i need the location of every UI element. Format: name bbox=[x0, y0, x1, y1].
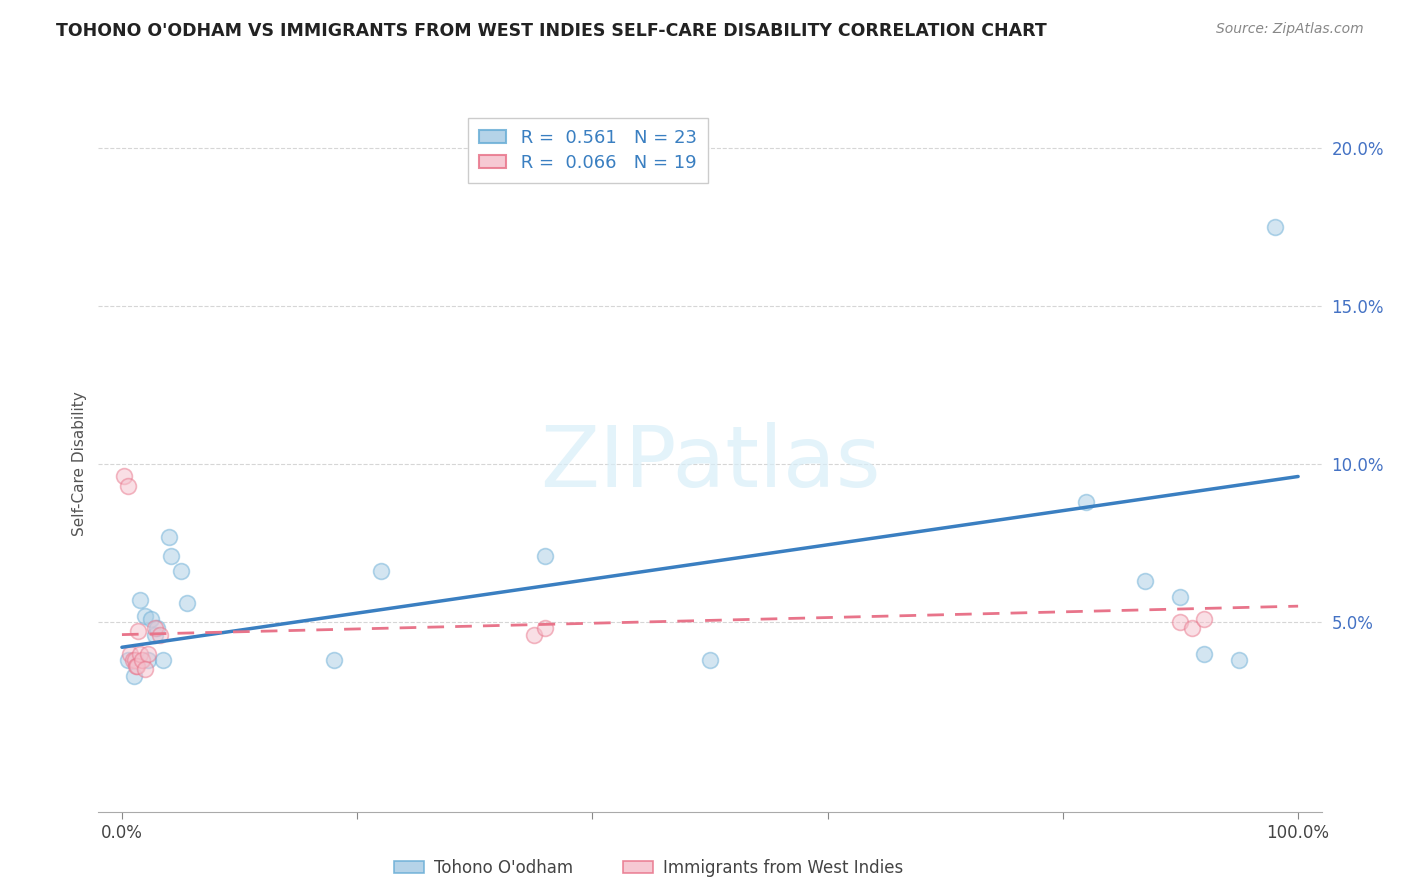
Point bbox=[112, 469, 135, 483]
Point bbox=[141, 612, 163, 626]
Point bbox=[1192, 612, 1215, 626]
Point bbox=[170, 565, 193, 579]
Point bbox=[370, 565, 392, 579]
Point bbox=[1227, 653, 1250, 667]
Point bbox=[1264, 219, 1286, 234]
Point bbox=[534, 621, 557, 635]
Point bbox=[1192, 647, 1215, 661]
Point bbox=[534, 549, 557, 563]
Point bbox=[523, 627, 546, 641]
Point bbox=[121, 653, 143, 667]
Point bbox=[127, 624, 149, 639]
Legend: Tohono O'odham, Immigrants from West Indies: Tohono O'odham, Immigrants from West Ind… bbox=[388, 852, 910, 883]
Point bbox=[134, 608, 156, 623]
Text: Source: ZipAtlas.com: Source: ZipAtlas.com bbox=[1216, 22, 1364, 37]
Point bbox=[120, 647, 142, 661]
Point bbox=[176, 596, 198, 610]
Y-axis label: Self-Care Disability: Self-Care Disability bbox=[72, 392, 87, 536]
Point bbox=[127, 659, 149, 673]
Point bbox=[1170, 615, 1192, 629]
Point bbox=[699, 653, 721, 667]
Point bbox=[1181, 621, 1204, 635]
Point bbox=[131, 653, 153, 667]
Point bbox=[117, 479, 139, 493]
Point bbox=[152, 653, 174, 667]
Point bbox=[143, 627, 166, 641]
Point bbox=[128, 647, 150, 661]
Point bbox=[1170, 590, 1192, 604]
Point bbox=[134, 662, 156, 676]
Point bbox=[160, 549, 183, 563]
Point bbox=[136, 653, 159, 667]
Point bbox=[124, 653, 146, 667]
Point bbox=[1135, 574, 1157, 588]
Point bbox=[122, 669, 145, 683]
Point bbox=[322, 653, 344, 667]
Point bbox=[117, 653, 139, 667]
Text: TOHONO O'ODHAM VS IMMIGRANTS FROM WEST INDIES SELF-CARE DISABILITY CORRELATION C: TOHONO O'ODHAM VS IMMIGRANTS FROM WEST I… bbox=[56, 22, 1047, 40]
Point bbox=[136, 647, 159, 661]
Point bbox=[143, 621, 166, 635]
Point bbox=[1076, 495, 1098, 509]
Point bbox=[157, 530, 180, 544]
Point bbox=[146, 621, 169, 635]
Point bbox=[128, 592, 150, 607]
Point bbox=[149, 627, 172, 641]
Point bbox=[125, 659, 148, 673]
Text: ZIPatlas: ZIPatlas bbox=[540, 422, 880, 506]
